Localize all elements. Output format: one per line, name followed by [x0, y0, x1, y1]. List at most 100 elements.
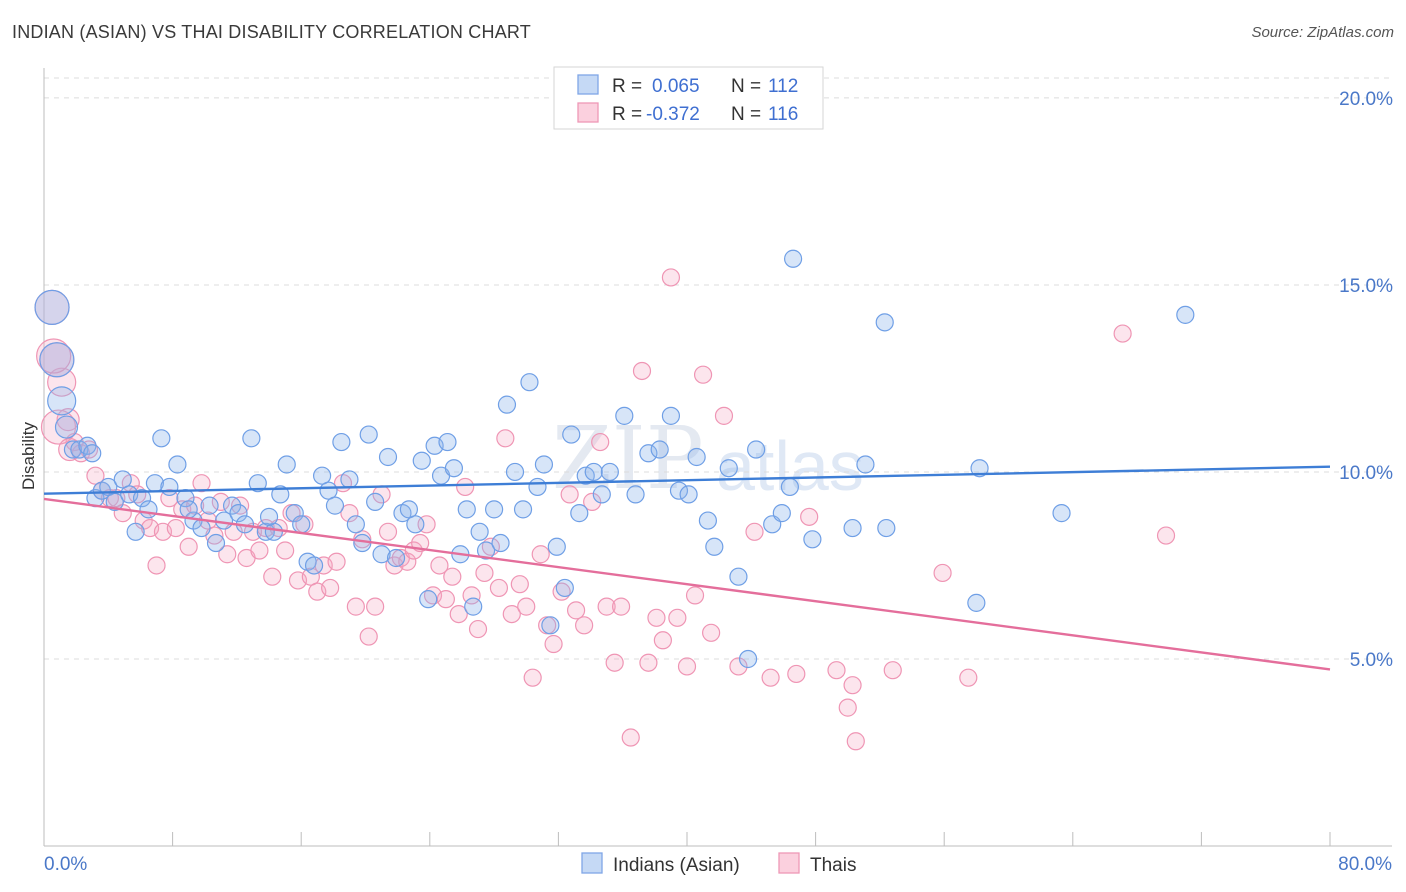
thais-legend-label: Thais [810, 855, 856, 876]
thais-point [321, 578, 340, 598]
indians-point [399, 500, 419, 519]
indians-point [780, 477, 799, 497]
thais-point [611, 597, 631, 616]
indians-point [877, 518, 896, 538]
indians-point [698, 511, 717, 530]
indians-point [346, 515, 365, 534]
thais-point [430, 556, 449, 575]
thais-point [1113, 324, 1132, 343]
indians-point [534, 455, 554, 474]
indians-point [242, 429, 261, 448]
indians-point [464, 597, 483, 616]
thais-point [677, 657, 697, 676]
thais-point [250, 541, 269, 560]
thais-point [583, 492, 602, 511]
thais-point [468, 619, 488, 639]
thais-point [366, 597, 385, 616]
indians-n-value: 112 [768, 76, 798, 97]
thais-n-label: N = [731, 104, 761, 125]
indians-point [139, 500, 158, 519]
thais-point [502, 604, 521, 624]
thais-point [263, 567, 282, 586]
gridlines [44, 77, 1392, 660]
thais-point [685, 586, 705, 605]
indians-point [626, 485, 645, 504]
indians-point [783, 249, 803, 268]
indians-point [528, 477, 547, 497]
indians-point [340, 470, 359, 489]
thais-point [661, 268, 681, 287]
thais-point [632, 361, 652, 381]
thais-point [933, 563, 952, 583]
indians-n-label: N = [731, 76, 761, 97]
y-tick-labels: 5.0% 10.0% 15.0% 20.0% [1339, 89, 1393, 671]
thais-r-label: R = [612, 104, 642, 125]
series-legend: Indians (Asian) Thais [581, 852, 856, 876]
thais-point [729, 657, 748, 676]
indians-point [541, 616, 560, 635]
indians-point [54, 415, 79, 439]
indians-point [160, 477, 179, 497]
indians-point [661, 406, 681, 425]
thais-point [378, 522, 398, 541]
indians-point [600, 462, 619, 482]
thais-point [147, 556, 166, 575]
indians-point [843, 518, 862, 538]
thais-point [843, 676, 862, 695]
thais-point [475, 563, 494, 583]
thais-point [591, 432, 610, 452]
indians-point [729, 567, 748, 586]
indians-point [259, 507, 279, 526]
indians-point [615, 406, 634, 425]
indians-point [132, 489, 152, 508]
indians-point [562, 425, 581, 444]
thais-point [1156, 526, 1176, 545]
indians-point [738, 649, 758, 669]
indians-point [47, 386, 77, 416]
thais-point [621, 728, 640, 747]
indians-point [63, 440, 83, 459]
indians-point [366, 492, 385, 511]
x-axis-ticks [43, 832, 1331, 846]
indians-point [547, 537, 566, 556]
thais-point [566, 601, 586, 620]
thais-r-value: -0.372 [646, 104, 700, 125]
thais-point [192, 474, 211, 493]
thais-point [327, 552, 346, 571]
indians-point [570, 504, 589, 523]
indians-bottom-swatch [581, 852, 603, 874]
thais-point [489, 578, 509, 598]
indians-point [485, 500, 504, 519]
thais-point [166, 518, 185, 538]
chart-title: INDIAN (ASIAN) VS THAI DISABILITY CORREL… [12, 22, 531, 42]
indians-point [584, 462, 603, 482]
indians-point [444, 459, 464, 478]
indians-point [332, 432, 351, 452]
thais-point [58, 437, 82, 462]
thais-legend-swatch [577, 102, 599, 123]
thais-point [86, 466, 105, 485]
indians-point [126, 522, 145, 541]
thais-point [745, 522, 764, 541]
x-tick-label-min: 0.0% [44, 854, 87, 875]
indians-point [412, 451, 431, 470]
indians-point [152, 429, 171, 448]
indians-point [555, 578, 574, 598]
indians-point [650, 440, 669, 459]
thais-point [714, 406, 734, 425]
indians-point [687, 447, 706, 467]
thais-point [560, 485, 579, 504]
indians-point [719, 459, 738, 478]
thais-point [40, 409, 77, 445]
y-tick-label: 10.0% [1339, 463, 1393, 484]
thais-point [449, 604, 468, 624]
stats-legend: R = 0.065 N = 112 R = -0.372 N = 116 [553, 66, 824, 130]
thais-point [531, 545, 550, 564]
indians-point [803, 530, 822, 549]
thais-point [827, 661, 846, 680]
indians-point [304, 556, 324, 575]
thais-point [838, 698, 857, 717]
indians-point [639, 444, 658, 463]
indians-point [970, 459, 989, 478]
